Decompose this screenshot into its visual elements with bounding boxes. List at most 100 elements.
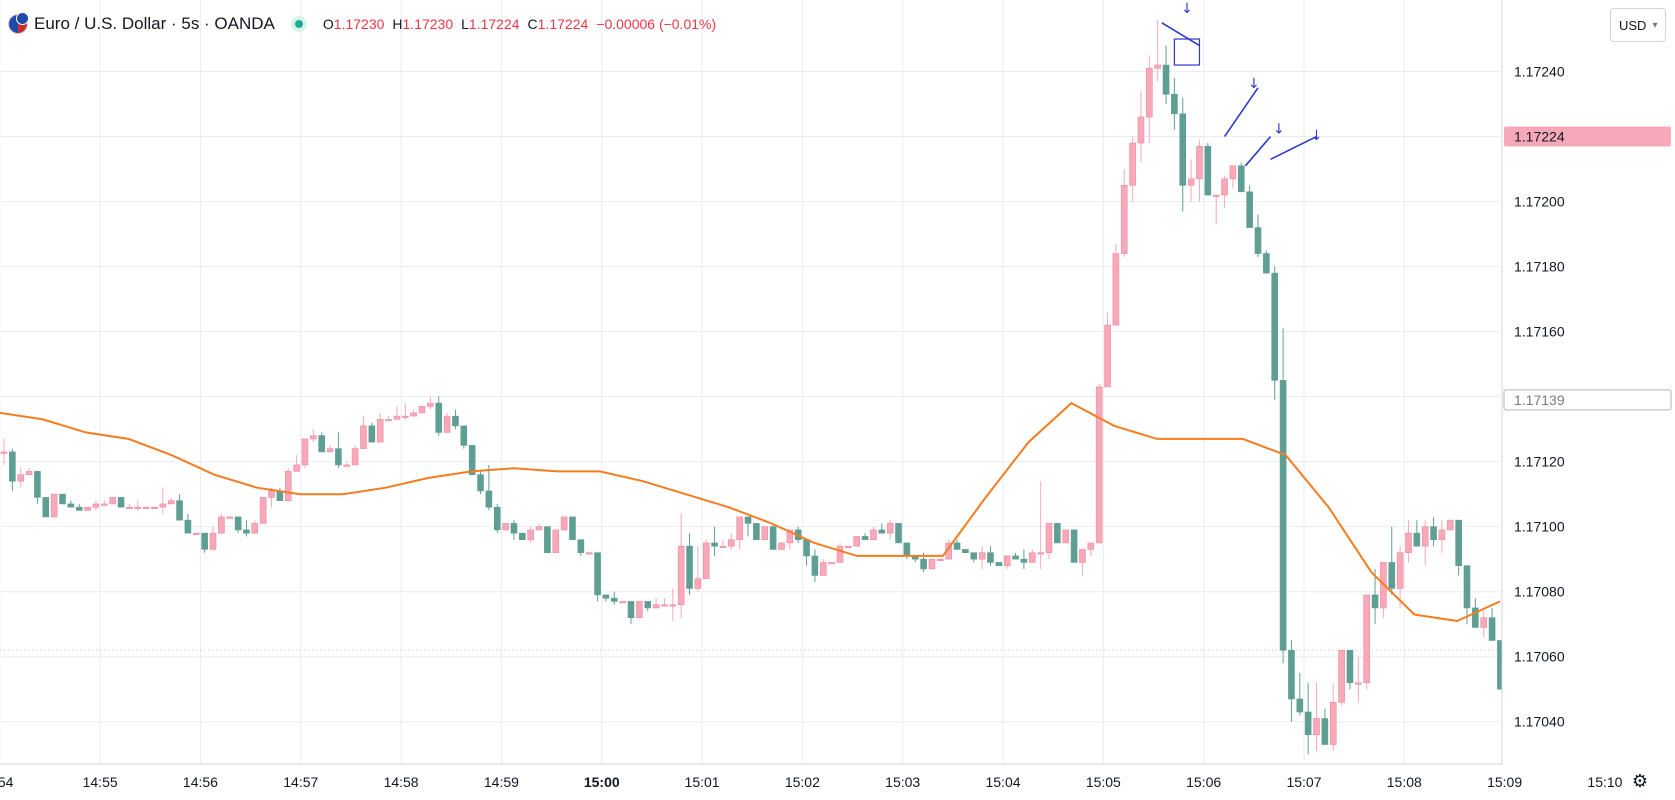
candle-151 [1263, 250, 1270, 274]
candle-12 [101, 500, 108, 506]
currency-label: USD [1619, 17, 1647, 33]
candle-body [234, 516, 242, 531]
candle-body [920, 558, 927, 570]
eur-usd-flag-icon [8, 12, 29, 34]
currency-button[interactable]: USD ▾ [1610, 8, 1666, 42]
candle-body [1355, 682, 1362, 685]
candle-body [1204, 145, 1212, 196]
candle-156 [1304, 682, 1312, 755]
candle-172 [1438, 520, 1446, 553]
candle-body [577, 539, 585, 553]
candle-100 [836, 542, 844, 563]
candle-49 [410, 409, 417, 417]
price-tick-7: 1.17200 [1514, 194, 1565, 210]
candle-body [251, 523, 259, 534]
candle-170 [1421, 520, 1429, 566]
candle-73 [610, 591, 618, 605]
candle-86 [719, 539, 727, 548]
candle-83 [694, 546, 702, 592]
candle-77 [644, 601, 652, 612]
candle-57 [477, 471, 484, 495]
candle-159 [1329, 682, 1337, 751]
symbol-title[interactable]: Euro / U.S. Dollar · 5s · OANDA [34, 14, 275, 33]
candle-body [42, 497, 50, 518]
candle-body [209, 532, 217, 550]
candle-60 [502, 523, 509, 531]
down-arrow-mark-4: ↓ [1311, 128, 1323, 144]
candle-body [928, 558, 936, 570]
candle-body [493, 506, 501, 531]
candle-body [661, 604, 668, 607]
candle-178 [1488, 607, 1496, 641]
time-tick-15: 15:09 [1487, 774, 1522, 790]
candle-162 [1355, 656, 1362, 703]
candle-41 [343, 461, 351, 467]
candle-body [953, 542, 961, 550]
candle-body [1120, 185, 1128, 254]
candle-140 [1171, 78, 1178, 131]
candle-body [1045, 523, 1053, 553]
candle-80 [669, 588, 677, 621]
candle-body [1137, 116, 1145, 144]
candle-130 [1087, 542, 1095, 556]
candle-0 [0, 438, 8, 465]
candle-body [67, 503, 75, 508]
candle-body [443, 415, 451, 433]
ohlc-low: L1.17224 [461, 16, 520, 32]
candle-122 [1020, 549, 1028, 569]
candle-149 [1246, 185, 1253, 228]
candle-107 [895, 523, 902, 544]
candle-50 [418, 406, 426, 414]
candle-body [167, 500, 175, 505]
candle-132 [1104, 312, 1111, 388]
price-tick-4: 1.17120 [1514, 454, 1565, 470]
candle-body [819, 562, 827, 576]
price-tick-9: 1.17240 [1514, 64, 1565, 80]
candle-body [828, 562, 835, 565]
candle-53 [443, 412, 451, 433]
candle-56 [468, 445, 476, 475]
market-status-icon[interactable] [290, 16, 307, 32]
candle-body [535, 526, 543, 531]
candle-165 [1380, 562, 1387, 618]
candle-101 [845, 545, 852, 548]
candle-body [610, 597, 618, 602]
candle-39 [326, 445, 334, 453]
candle-64 [535, 523, 543, 531]
candle-body [335, 448, 342, 466]
candle-117 [978, 546, 986, 569]
candle-148 [1237, 162, 1245, 193]
gear-icon[interactable]: ⚙ [1631, 770, 1649, 791]
candle-body [410, 412, 417, 417]
candle-body [836, 545, 844, 563]
candle-16 [134, 500, 142, 511]
time-tick-1: 14:55 [83, 774, 118, 790]
candle-54 [452, 409, 459, 430]
candle-8 [67, 500, 75, 508]
candle-74 [619, 601, 626, 604]
ohlc-high: H1.17230 [392, 16, 454, 32]
candle-body [870, 529, 877, 540]
candle-body [268, 490, 275, 498]
candle-157 [1313, 682, 1320, 751]
candle-body [627, 601, 635, 619]
candle-6 [50, 493, 58, 518]
candle-body [652, 604, 660, 609]
candle-body [728, 539, 735, 547]
time-tick-12: 15:06 [1186, 774, 1221, 790]
candle-body [401, 415, 409, 418]
time-tick-13: 15:07 [1286, 774, 1321, 790]
candle-104 [870, 526, 877, 540]
candle-15 [126, 503, 133, 509]
candle-82 [686, 533, 693, 595]
candle-body [1212, 194, 1220, 197]
candle-109 [911, 555, 919, 563]
candle-body [602, 594, 610, 599]
candle-body [117, 497, 125, 508]
candle-173 [1446, 519, 1454, 531]
candle-127 [1062, 529, 1070, 544]
candle-30 [251, 520, 259, 534]
candle-58 [485, 464, 493, 511]
